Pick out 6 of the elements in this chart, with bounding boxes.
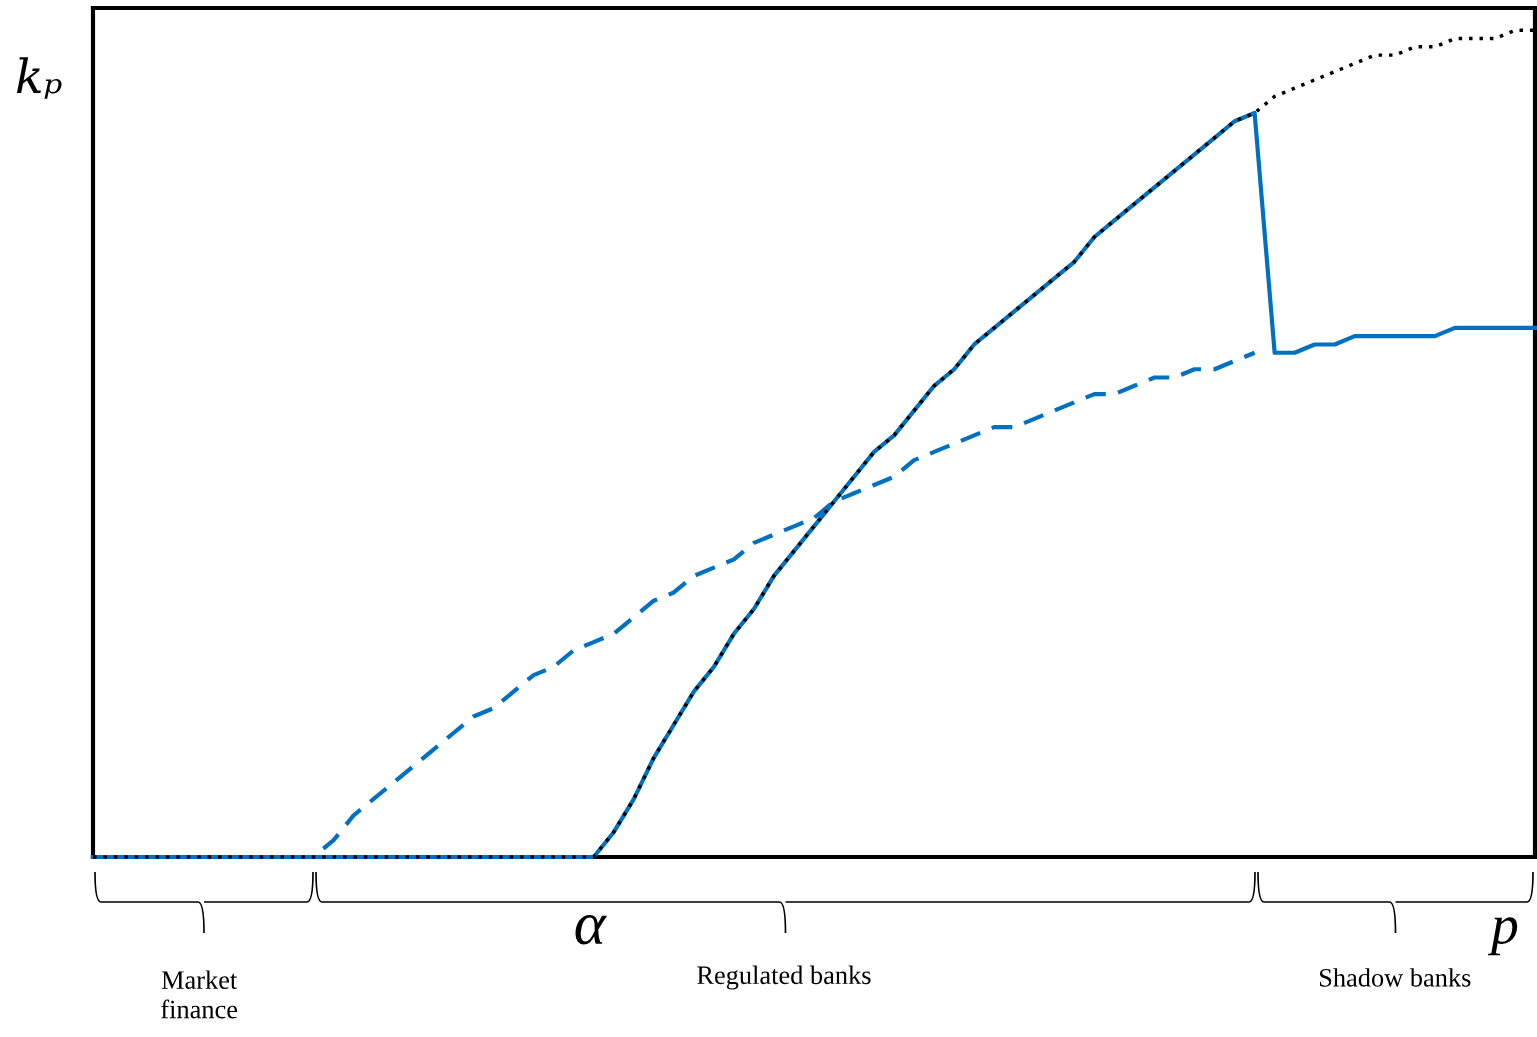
- text: Shadow banks: [1319, 968, 1471, 987]
- text: α: [575, 915, 607, 945]
- text: Market finance: [161, 970, 238, 1019]
- y-axis-title: kₚ: [16, 57, 62, 99]
- x-axis-title: p: [1487, 917, 1518, 956]
- text: Regulated banks: [697, 965, 871, 990]
